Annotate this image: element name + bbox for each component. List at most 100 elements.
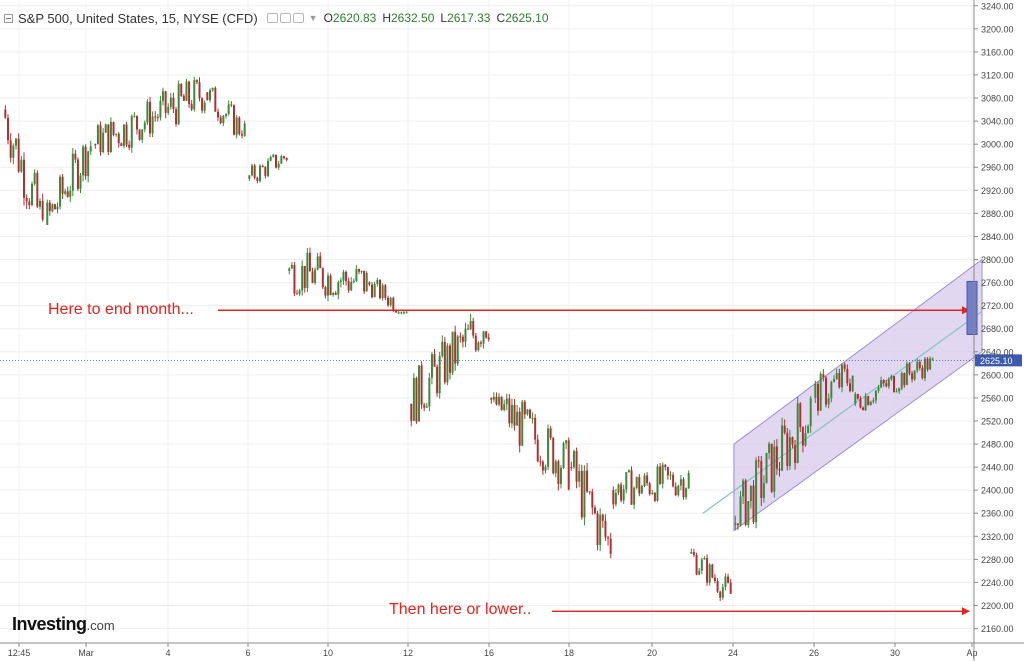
candle-body xyxy=(66,191,69,197)
candle-body xyxy=(783,425,786,433)
close-icon[interactable] xyxy=(292,13,304,23)
candle-body xyxy=(908,363,911,374)
candle-body xyxy=(387,297,389,306)
candle-body xyxy=(449,345,451,373)
candle-body xyxy=(339,280,342,283)
candle-body xyxy=(625,472,628,490)
candle-body xyxy=(661,464,664,484)
candle-body xyxy=(698,570,701,575)
candle-body xyxy=(373,283,376,298)
collapse-icon[interactable] xyxy=(4,13,13,23)
candle-body xyxy=(451,331,454,373)
candle-body xyxy=(23,159,25,198)
candle-body xyxy=(363,270,366,292)
candle-body xyxy=(441,341,444,357)
candle-body xyxy=(503,404,506,410)
candle-body xyxy=(768,443,771,454)
brand-suffix: .com xyxy=(86,618,115,633)
candle-body xyxy=(261,165,264,168)
candle-body xyxy=(846,368,849,384)
candle-body xyxy=(332,292,335,295)
candle-body xyxy=(778,468,781,471)
candle-body xyxy=(15,138,17,146)
candle-body xyxy=(180,83,183,96)
candle-body xyxy=(275,154,277,168)
y-tick-label: 3000.00 xyxy=(981,140,1014,150)
settings-icon[interactable] xyxy=(279,13,291,23)
candle-body xyxy=(446,345,449,383)
candle-body xyxy=(923,358,926,379)
candle-body xyxy=(376,279,379,284)
candle-body xyxy=(739,496,742,526)
candle-body xyxy=(96,125,99,145)
candle-body xyxy=(521,401,524,446)
annotation-arrowhead xyxy=(962,306,970,315)
candle-body xyxy=(146,101,149,123)
candle-body xyxy=(316,256,319,270)
candle-body xyxy=(384,285,387,298)
candle-body xyxy=(112,121,115,135)
candle-body xyxy=(443,341,446,383)
candle-body xyxy=(687,472,690,489)
candle-body xyxy=(327,275,329,296)
candle-body xyxy=(895,391,898,393)
candle-body xyxy=(285,158,288,160)
x-tick-label: 4 xyxy=(165,648,170,658)
candle-body xyxy=(911,373,914,380)
candle-body xyxy=(214,87,217,112)
candle-body xyxy=(277,163,280,168)
candle-body xyxy=(438,356,441,394)
candle-body xyxy=(154,116,157,118)
candle-body xyxy=(259,165,261,181)
candle-body xyxy=(99,125,102,153)
candle-body xyxy=(33,172,36,184)
candle-body xyxy=(454,331,457,364)
open-label: O xyxy=(323,11,333,25)
candle-body xyxy=(819,373,822,411)
candle-body xyxy=(874,390,877,401)
candle-body xyxy=(827,398,830,405)
candle-body xyxy=(159,100,162,118)
candle-body xyxy=(674,486,677,496)
investing-logo: Investing.com xyxy=(12,614,115,635)
candle-body xyxy=(487,337,490,340)
candle-body xyxy=(495,396,498,405)
candle-body xyxy=(79,175,82,189)
candle-body xyxy=(182,95,185,101)
candle-body xyxy=(544,466,547,471)
y-tick-label: 2560.00 xyxy=(981,393,1014,403)
candle-body xyxy=(679,479,682,486)
candle-body xyxy=(781,425,784,471)
candle-body xyxy=(510,404,513,424)
candle-body xyxy=(583,470,586,518)
candle-body xyxy=(635,477,638,488)
candle-body xyxy=(41,200,44,220)
candle-body xyxy=(570,467,573,469)
candle-body xyxy=(791,437,794,445)
y-tick-label: 2880.00 xyxy=(981,209,1014,219)
candle-body xyxy=(425,406,428,408)
candle-body xyxy=(864,396,867,411)
candle-body xyxy=(290,264,293,269)
y-tick-label: 2720.00 xyxy=(981,301,1014,311)
high-label: H xyxy=(382,11,391,25)
candle-body xyxy=(151,116,154,134)
candle-body xyxy=(177,83,180,125)
candle-body xyxy=(280,156,283,164)
candle-body xyxy=(651,492,654,495)
candle-body xyxy=(586,470,589,492)
eye-icon[interactable] xyxy=(266,13,278,23)
candle-body xyxy=(492,396,495,400)
y-tick-label: 3120.00 xyxy=(981,70,1014,80)
candle-body xyxy=(156,116,159,118)
candle-body xyxy=(135,115,138,130)
candle-body xyxy=(804,433,807,446)
chevron-down-icon[interactable]: ▼ xyxy=(308,13,318,23)
candle-body xyxy=(760,460,763,498)
candle-body xyxy=(627,470,630,473)
candle-body xyxy=(141,129,144,140)
candle-body xyxy=(695,554,698,575)
candle-body xyxy=(298,290,301,294)
candle-body xyxy=(708,564,711,583)
